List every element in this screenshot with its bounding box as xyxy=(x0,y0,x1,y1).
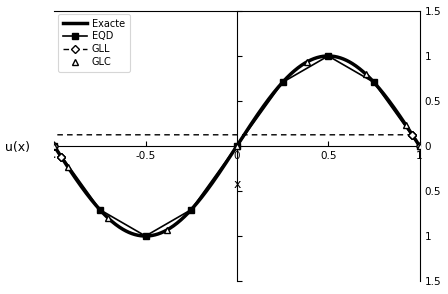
X-axis label: x: x xyxy=(233,178,241,191)
Exacte xyxy=(250,120,255,124)
GLC xyxy=(65,166,71,169)
GLC xyxy=(403,123,408,126)
Line: EQD: EQD xyxy=(51,53,423,240)
GLL xyxy=(59,156,64,159)
EQD xyxy=(326,54,331,58)
GLL xyxy=(409,133,415,136)
GLL xyxy=(59,156,64,159)
Exacte xyxy=(52,144,57,148)
Line: Exacte: Exacte xyxy=(54,56,420,236)
Y-axis label: u(x): u(x) xyxy=(5,141,30,154)
GLC xyxy=(105,216,110,219)
Legend: Exacte, EQD, GLL, GLC: Exacte, EQD, GLL, GLC xyxy=(58,14,130,72)
Exacte xyxy=(325,54,331,58)
GLC xyxy=(363,73,369,76)
GLC xyxy=(52,144,57,148)
EQD xyxy=(143,234,148,238)
GLL xyxy=(52,144,57,148)
EQD xyxy=(280,81,285,84)
Exacte xyxy=(226,157,231,161)
GLL xyxy=(409,133,415,136)
EQD xyxy=(371,81,377,84)
GLC xyxy=(234,144,240,148)
GLL xyxy=(417,144,422,148)
GLC xyxy=(304,60,310,64)
Exacte xyxy=(353,64,358,67)
EQD xyxy=(52,144,57,148)
EQD xyxy=(189,208,194,211)
Line: GLL: GLL xyxy=(0,132,422,168)
Exacte xyxy=(270,93,275,96)
Line: GLC: GLC xyxy=(51,59,423,233)
Exacte xyxy=(417,144,422,148)
EQD xyxy=(97,208,103,211)
Exacte xyxy=(228,154,233,157)
Exacte xyxy=(143,234,148,238)
GLL xyxy=(59,156,64,159)
GLC xyxy=(417,144,422,148)
GLL xyxy=(409,133,415,136)
GLC xyxy=(164,228,170,232)
EQD xyxy=(234,144,240,148)
EQD xyxy=(417,144,422,148)
Exacte xyxy=(409,133,415,136)
